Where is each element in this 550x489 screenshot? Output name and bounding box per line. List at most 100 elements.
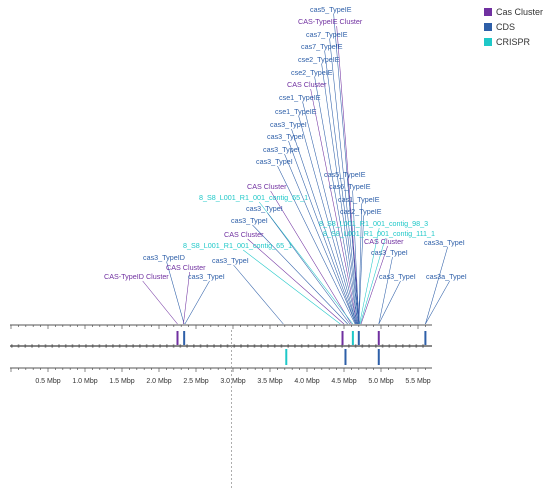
feature-mark — [145, 344, 148, 348]
feature-mark — [307, 344, 310, 348]
feature-mark — [334, 344, 337, 348]
feature-mark — [321, 344, 323, 348]
annotation-label: cas3_TypeI — [371, 248, 408, 257]
annotation-label: 8_S8_L001_R1_001_contig_65_1 — [183, 241, 292, 250]
annotation-connector — [358, 215, 364, 325]
feature-mark — [267, 344, 269, 348]
annotation-connector — [291, 128, 357, 325]
annotation-label: cas3a_TypeI — [426, 272, 467, 281]
axis-tick-label: 2.5 Mbp — [183, 378, 208, 385]
annotation-connector — [358, 203, 362, 325]
annotation-connector — [359, 227, 380, 325]
annotation-connector — [333, 13, 360, 325]
feature-mark — [388, 344, 391, 348]
legend-item-crispr[interactable]: CRISPR — [484, 34, 543, 49]
annotation-connector — [425, 280, 450, 325]
feature-mark — [105, 344, 107, 348]
feature-mark — [246, 344, 249, 348]
axis-tick-label: 1.5 Mbp — [109, 378, 134, 385]
feature-mark — [395, 344, 397, 348]
feature-mark — [199, 344, 202, 348]
annotation-connector — [298, 115, 357, 325]
annotation-label: cas7_TypeIE — [301, 42, 343, 51]
feature-mark — [253, 344, 256, 348]
cds-swatch — [484, 22, 492, 31]
feature-mark — [71, 344, 74, 348]
annotation-label: cas3_TypeI — [246, 204, 283, 213]
annotation-label: cas5_TypeIE — [324, 170, 366, 179]
axis-tick-label: 1.0 Mbp — [72, 378, 97, 385]
feature-mark — [112, 344, 114, 348]
crispr-swatch — [484, 37, 492, 46]
axis-tick-label: 5.5 Mbp — [405, 378, 430, 385]
feature-mark — [159, 344, 161, 348]
top-axis — [10, 324, 432, 329]
annotation-label: cas7_TypeIE — [306, 30, 348, 39]
annotation-label: cas3_TypeID — [143, 253, 185, 262]
legend-label: CRISPR — [496, 36, 531, 47]
feature-mark — [213, 344, 215, 348]
feature-mark — [402, 344, 404, 348]
annotation-label: cas3_TypeI — [231, 216, 268, 225]
annotation-label: cas5_TypeIE — [310, 5, 352, 14]
annotation-label: cas3_TypeI — [188, 272, 225, 281]
annotation-connector — [378, 256, 393, 325]
feature-mark — [31, 344, 33, 348]
annotation-label: CAS Cluster — [364, 237, 404, 246]
annotation-connector — [324, 50, 360, 325]
annotation-label: cas3_TypeI — [267, 132, 304, 141]
feature-mark — [273, 344, 276, 348]
feature-mark — [375, 344, 377, 348]
legend-item-cas-cluster[interactable]: Cas Cluster — [484, 4, 543, 19]
annotation-label: cas3_TypeI — [212, 256, 249, 265]
annotation-connector — [378, 280, 401, 325]
annotation-connector — [233, 264, 284, 325]
annotation-label: CAS Cluster — [166, 263, 206, 272]
annotation-connector — [142, 280, 178, 325]
feature-mark — [139, 344, 141, 348]
feature-mark-cds — [424, 331, 427, 345]
annotation-connector — [336, 25, 360, 325]
feature-mark-crispr — [351, 331, 354, 345]
annotation-connector — [247, 238, 345, 325]
annotation-label: CAS Cluster — [287, 80, 327, 89]
feature-mark — [118, 344, 121, 348]
annotation-connector — [360, 245, 388, 325]
legend-item-cds[interactable]: CDS — [484, 19, 543, 34]
feature-mark — [219, 344, 222, 348]
feature-mark — [408, 344, 411, 348]
feature-mark — [226, 344, 229, 348]
legend-label: Cas Cluster — [496, 6, 544, 17]
annotation-label: 8_S8_L001_R1_001_contig_98_3 — [319, 219, 428, 228]
feature-mark — [314, 344, 316, 348]
feature-mark — [294, 344, 296, 348]
feature-mark — [24, 344, 27, 348]
feature-mark — [91, 344, 94, 348]
annotation-label: cas2_TypeIE — [340, 207, 382, 216]
annotation-connector — [284, 153, 357, 325]
feature-mark-cds — [377, 349, 380, 365]
annotation-connector — [310, 88, 358, 325]
annotation-label: cas3_TypeI — [256, 157, 293, 166]
axis-tick-label: 4.0 Mbp — [294, 378, 319, 385]
annotation-connector — [360, 237, 386, 325]
cas-cluster-swatch — [484, 7, 492, 16]
annotation-label: cas3_TypeI — [270, 120, 307, 129]
legend-label: CDS — [496, 21, 516, 32]
axis-tick-label: 0.5 Mbp — [35, 378, 60, 385]
feature-mark — [17, 344, 20, 348]
feature-mark — [186, 344, 188, 348]
feature-mark — [193, 344, 195, 348]
feature-mark — [166, 344, 168, 348]
feature-mark — [361, 344, 364, 348]
annotation-connector — [270, 190, 352, 325]
feature-mark — [98, 344, 101, 348]
feature-mark — [300, 344, 303, 348]
annotation-label: CAS Cluster — [224, 230, 264, 239]
annotation-label: cse2_TypeIE — [298, 55, 340, 64]
feature-mark — [354, 344, 357, 348]
feature-mark — [280, 344, 283, 348]
annotation-label: CAS-TypeID Cluster — [104, 272, 169, 281]
